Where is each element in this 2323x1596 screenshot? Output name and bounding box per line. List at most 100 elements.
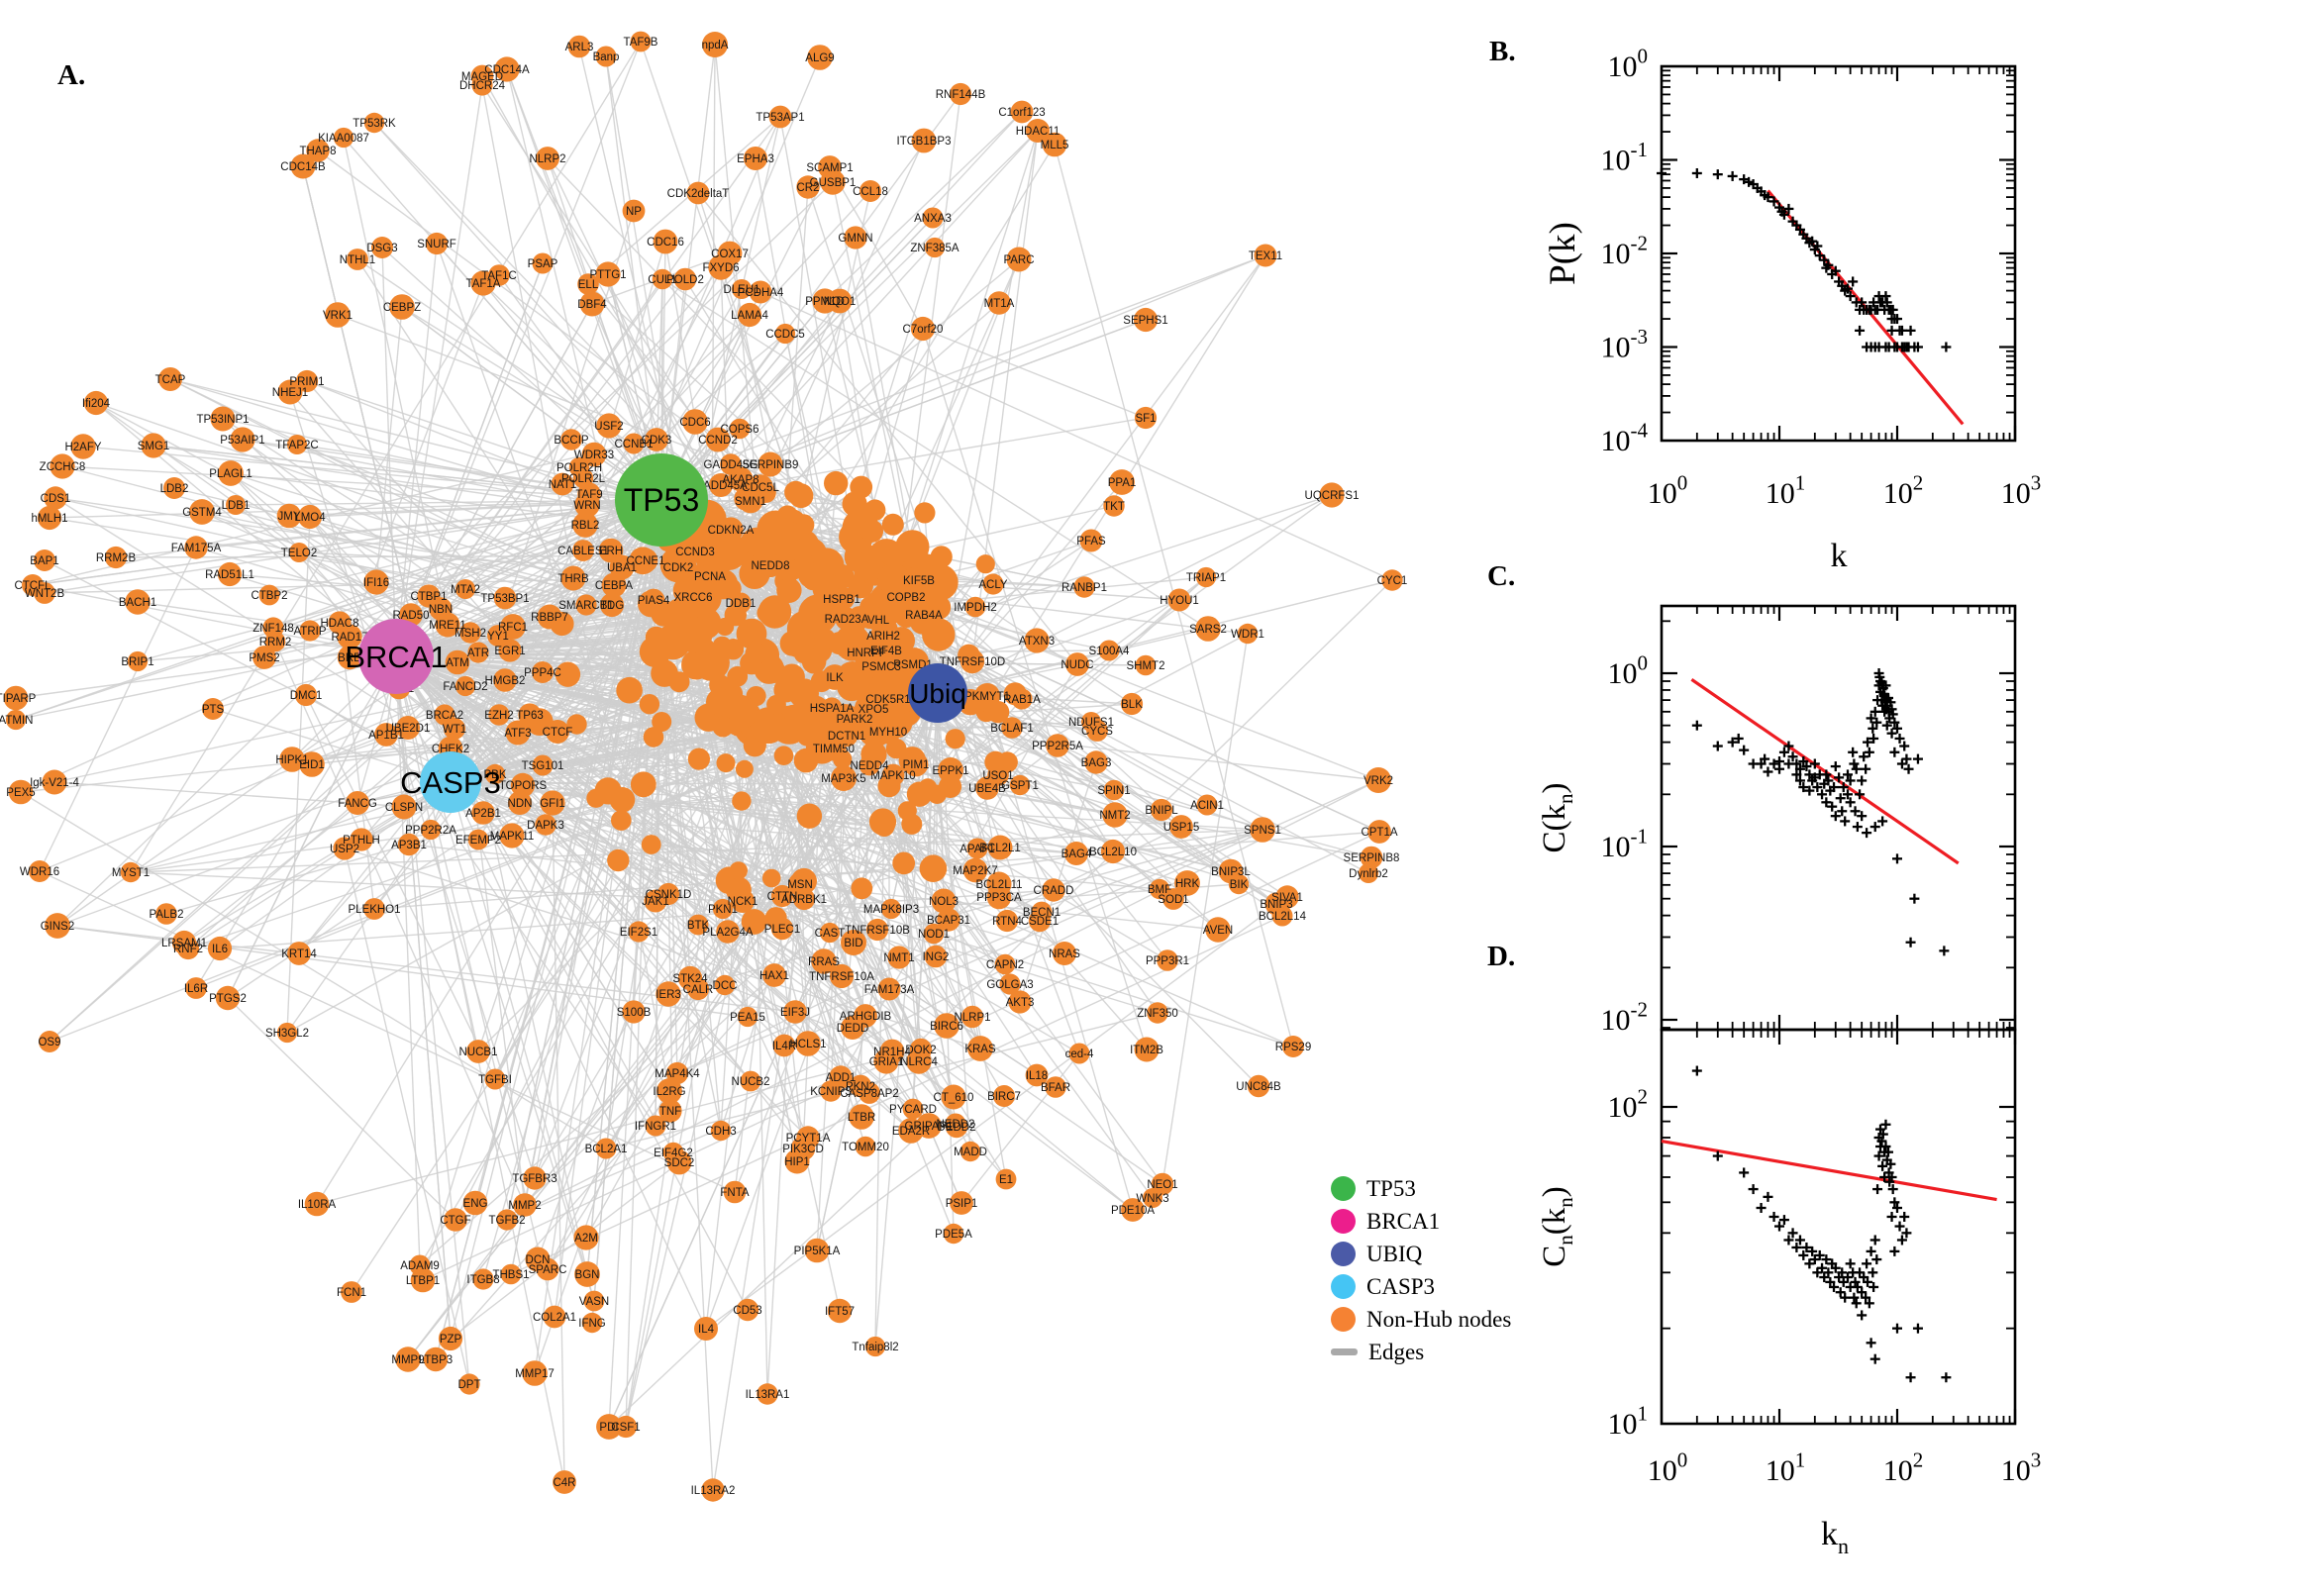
network-node[interactable] bbox=[607, 848, 630, 872]
network-node[interactable] bbox=[163, 477, 185, 499]
network-node[interactable] bbox=[924, 237, 946, 258]
network-node[interactable] bbox=[630, 771, 656, 798]
network-node[interactable] bbox=[923, 923, 945, 945]
network-node[interactable] bbox=[1196, 794, 1218, 816]
network-node[interactable] bbox=[820, 169, 846, 195]
network-node[interactable] bbox=[820, 1080, 842, 1102]
network-node[interactable] bbox=[594, 777, 622, 805]
network-node[interactable] bbox=[986, 884, 1012, 910]
network-node[interactable] bbox=[127, 650, 149, 672]
network-node[interactable] bbox=[736, 1298, 759, 1322]
network-node[interactable] bbox=[553, 1470, 576, 1494]
network-node[interactable] bbox=[202, 698, 224, 720]
network-node[interactable] bbox=[141, 433, 166, 458]
network-node[interactable] bbox=[83, 390, 109, 416]
network-node[interactable] bbox=[908, 569, 930, 591]
network-node[interactable] bbox=[906, 1048, 932, 1074]
network-node[interactable] bbox=[299, 620, 321, 642]
network-node[interactable] bbox=[868, 653, 894, 679]
network-node[interactable] bbox=[807, 45, 833, 70]
network-node[interactable] bbox=[950, 1191, 973, 1215]
network-node[interactable] bbox=[500, 1263, 522, 1285]
network-node[interactable] bbox=[611, 810, 632, 831]
network-node[interactable] bbox=[616, 676, 643, 704]
network-node[interactable] bbox=[793, 644, 814, 663]
network-node[interactable] bbox=[1134, 406, 1158, 430]
network-node[interactable] bbox=[881, 513, 904, 536]
network-node[interactable] bbox=[537, 604, 562, 630]
network-node[interactable] bbox=[540, 790, 565, 816]
network-node[interactable] bbox=[444, 1208, 467, 1232]
network-node[interactable] bbox=[716, 617, 735, 637]
network-node[interactable] bbox=[1073, 576, 1095, 598]
network-node[interactable] bbox=[560, 565, 586, 591]
network-node[interactable] bbox=[29, 860, 50, 882]
network-node[interactable] bbox=[389, 294, 415, 320]
network-node[interactable] bbox=[34, 582, 55, 604]
network-node[interactable] bbox=[729, 861, 748, 880]
network-node[interactable] bbox=[325, 302, 351, 328]
network-node[interactable] bbox=[420, 819, 442, 841]
network-node[interactable] bbox=[532, 252, 554, 274]
network-node[interactable] bbox=[546, 720, 569, 744]
network-node[interactable] bbox=[295, 369, 319, 393]
network-node[interactable] bbox=[508, 791, 532, 815]
network-node[interactable] bbox=[622, 1000, 646, 1024]
network-node[interactable] bbox=[350, 828, 373, 851]
network-node[interactable] bbox=[737, 1006, 758, 1028]
network-node[interactable] bbox=[577, 273, 599, 295]
network-node[interactable] bbox=[623, 433, 645, 454]
network-node[interactable] bbox=[347, 249, 368, 270]
network-node[interactable] bbox=[738, 488, 763, 514]
network-node[interactable] bbox=[656, 1078, 682, 1104]
network-node[interactable] bbox=[1103, 495, 1125, 517]
network-node[interactable] bbox=[294, 683, 318, 707]
network-node[interactable] bbox=[964, 596, 986, 618]
network-node[interactable] bbox=[581, 1312, 603, 1334]
network-node[interactable] bbox=[994, 953, 1016, 975]
network-node[interactable] bbox=[960, 648, 985, 674]
network-node[interactable] bbox=[396, 716, 420, 740]
network-node[interactable] bbox=[120, 861, 142, 883]
network-node[interactable] bbox=[1121, 1198, 1145, 1222]
network-node[interactable] bbox=[171, 930, 197, 955]
network-node[interactable] bbox=[499, 823, 525, 848]
network-node[interactable] bbox=[575, 594, 597, 616]
network-node[interactable] bbox=[766, 694, 786, 715]
network-node[interactable] bbox=[1102, 802, 1128, 828]
network-node[interactable] bbox=[484, 763, 506, 785]
network-node[interactable] bbox=[579, 291, 605, 317]
network-node[interactable] bbox=[829, 963, 855, 989]
network-node[interactable] bbox=[1133, 307, 1159, 333]
network-node[interactable] bbox=[532, 754, 554, 776]
network-node[interactable] bbox=[855, 1136, 876, 1157]
network-node[interactable] bbox=[656, 981, 681, 1007]
network-node[interactable] bbox=[684, 541, 706, 562]
network-node[interactable] bbox=[987, 291, 1011, 315]
network-node[interactable] bbox=[804, 1238, 830, 1263]
network-node[interactable] bbox=[1167, 588, 1191, 612]
network-node[interactable] bbox=[859, 519, 884, 544]
network-node[interactable] bbox=[643, 727, 664, 748]
network-node[interactable] bbox=[532, 661, 554, 683]
network-node[interactable] bbox=[1174, 870, 1200, 896]
network-node[interactable] bbox=[873, 1048, 899, 1074]
network-node[interactable] bbox=[728, 466, 754, 492]
network-node[interactable] bbox=[1162, 888, 1184, 910]
network-node[interactable] bbox=[498, 639, 522, 662]
network-node[interactable] bbox=[299, 751, 325, 777]
network-node[interactable] bbox=[784, 480, 808, 504]
network-node[interactable] bbox=[945, 729, 965, 749]
network-node[interactable] bbox=[444, 718, 465, 740]
network-node[interactable] bbox=[572, 512, 598, 538]
network-node[interactable] bbox=[967, 1036, 993, 1061]
network-node[interactable] bbox=[467, 642, 489, 663]
network-node[interactable] bbox=[536, 147, 559, 170]
network-node[interactable] bbox=[906, 781, 933, 807]
network-node[interactable] bbox=[666, 555, 690, 579]
network-node[interactable] bbox=[864, 1336, 886, 1357]
network-node[interactable] bbox=[706, 688, 734, 716]
network-node[interactable] bbox=[622, 199, 646, 223]
network-node[interactable] bbox=[749, 280, 772, 304]
network-node[interactable] bbox=[438, 1326, 463, 1351]
